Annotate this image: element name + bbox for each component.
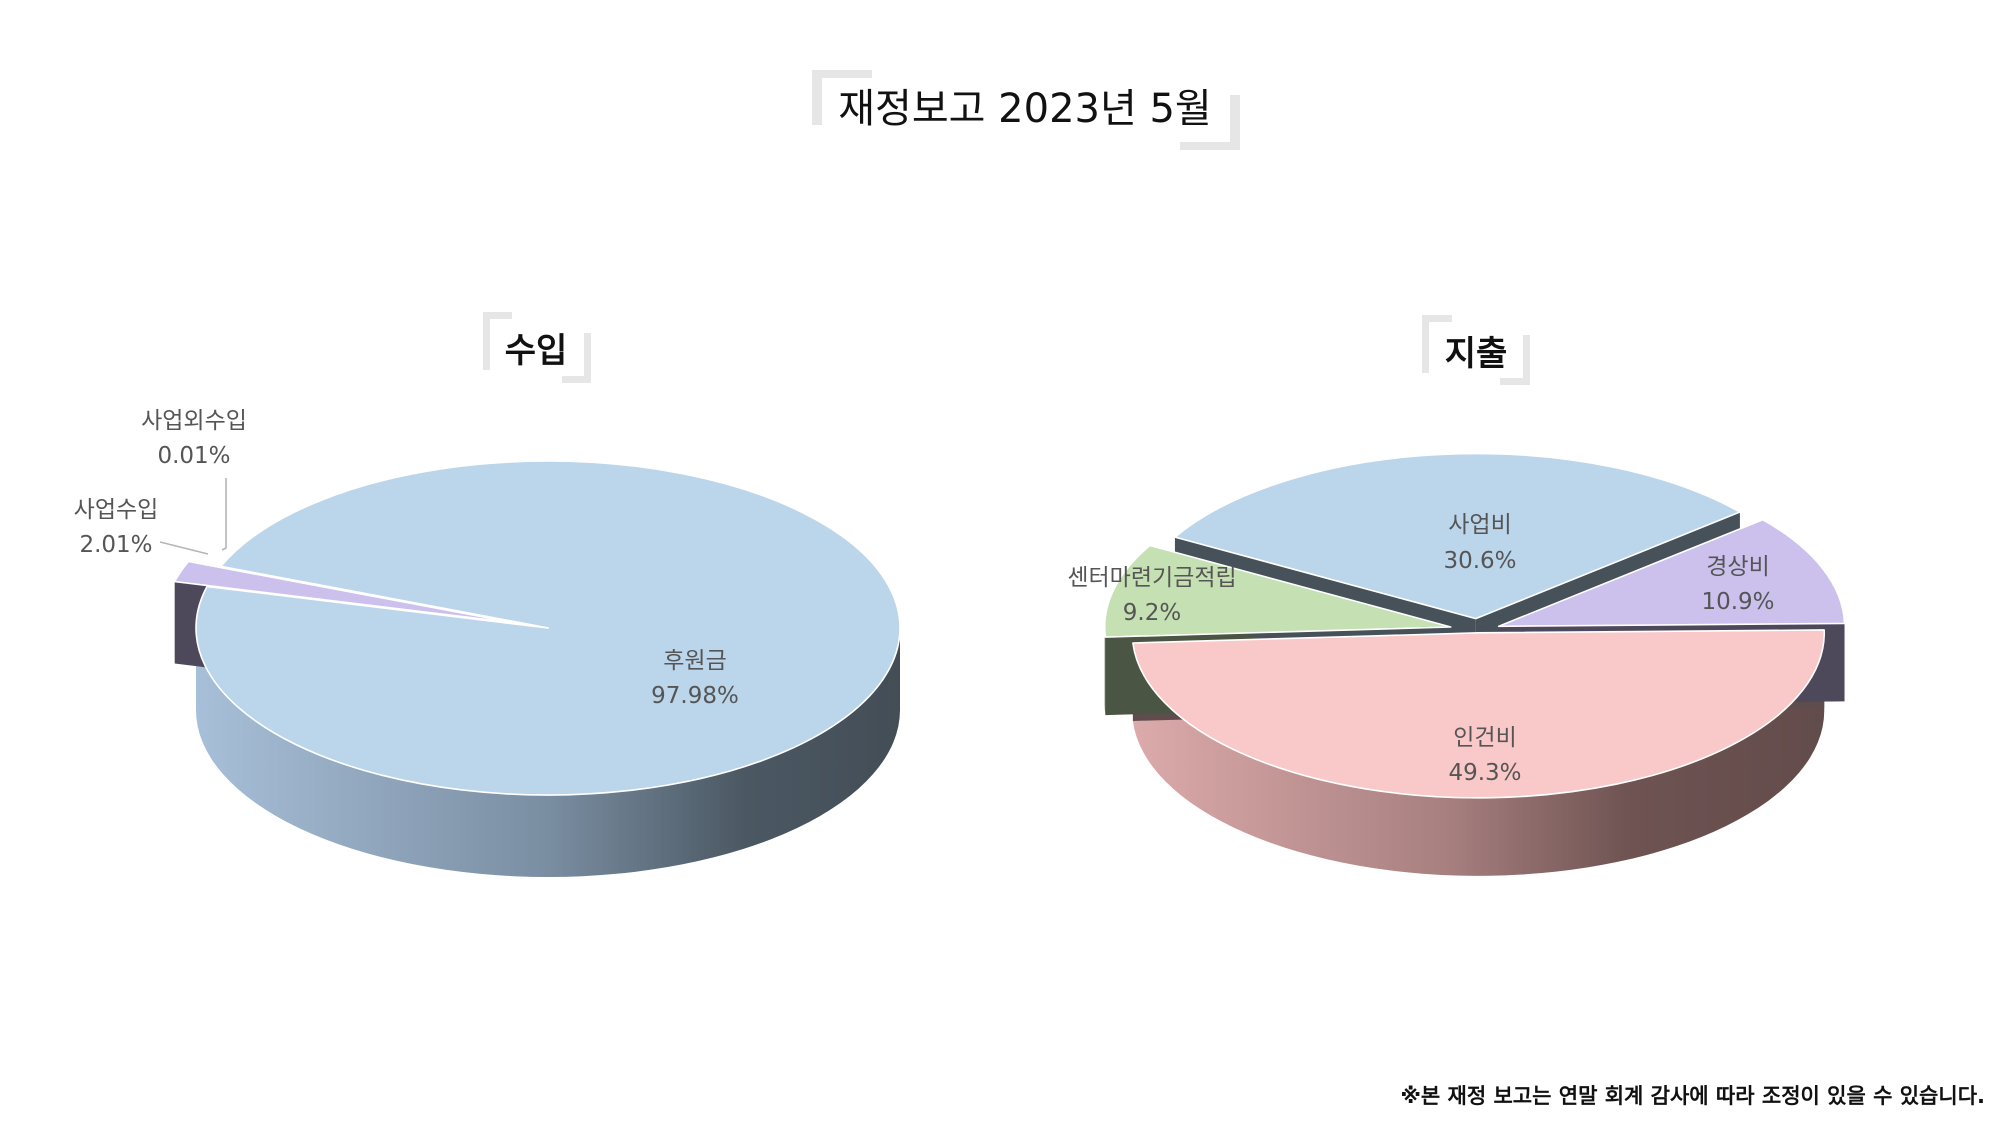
slice-top-non-business-income <box>219 565 549 629</box>
income-bracket-right <box>562 333 591 383</box>
main-title-group: 재정보고 2023년 5월 <box>812 70 1240 150</box>
expense-chart-title: 지출 <box>1445 334 1508 374</box>
slice-label-center-fund: 센터마련기금적립 <box>1067 565 1236 591</box>
footnote: ※본 재정 보고는 연말 회계 감사에 따라 조정이 있을 수 있습니다. <box>1400 1084 1985 1108</box>
income-bracket-left <box>483 312 512 370</box>
income-labels: 후원금 97.98% 사업수입 2.01% 사업외수입 0.01% <box>74 408 739 709</box>
income-pie <box>173 460 901 877</box>
slice-top-personnel <box>1132 629 1825 799</box>
slice-value-center-fund: 9.2% <box>1123 600 1181 626</box>
slice-value-donations: 97.98% <box>651 683 739 709</box>
slice-value-personnel: 49.3% <box>1448 760 1521 786</box>
expense-bracket-left <box>1422 315 1452 373</box>
income-title-group: 수입 <box>483 312 591 383</box>
slice-label-non-business-income: 사업외수입 <box>141 408 247 434</box>
slice-value-operating: 10.9% <box>1701 589 1774 615</box>
expense-tops <box>1103 452 1846 799</box>
slice-top-project <box>1174 452 1741 620</box>
title-bracket-right <box>1180 95 1240 150</box>
slice-label-project: 사업비 <box>1448 512 1511 538</box>
expense-title-group: 지출 <box>1422 315 1530 385</box>
slice-label-personnel: 인건비 <box>1453 725 1516 751</box>
slice-side-personnel <box>1132 632 1825 876</box>
slice-value-non-business-income: 0.01% <box>157 443 230 469</box>
income-chart-title: 수입 <box>505 331 568 371</box>
page-title: 재정보고 2023년 5월 <box>838 86 1211 132</box>
slice-label-donations: 후원금 <box>663 648 726 674</box>
slice-top-center-fund <box>1103 544 1452 638</box>
slice-top-business-income <box>173 560 517 624</box>
expense-labels: 인건비 49.3% 센터마련기금적립 9.2% 사업비 30.6% 경상비 10… <box>1067 512 1774 786</box>
leader-line-non-business-income <box>221 478 227 551</box>
leader-line-business-income <box>159 541 209 555</box>
slice-side-donations <box>196 628 900 877</box>
income-tops <box>173 460 901 796</box>
slice-value-business-income: 2.01% <box>79 532 152 558</box>
expense-pie <box>1103 452 1846 876</box>
slice-label-business-income: 사업수입 <box>74 497 159 523</box>
slice-side-center-fund <box>1104 626 1106 716</box>
expense-bracket-right <box>1500 335 1530 385</box>
slice-top-operating <box>1497 518 1846 628</box>
slice-label-operating: 경상비 <box>1706 554 1769 580</box>
slice-value-project: 30.6% <box>1443 548 1516 574</box>
title-bracket-left <box>812 70 872 125</box>
